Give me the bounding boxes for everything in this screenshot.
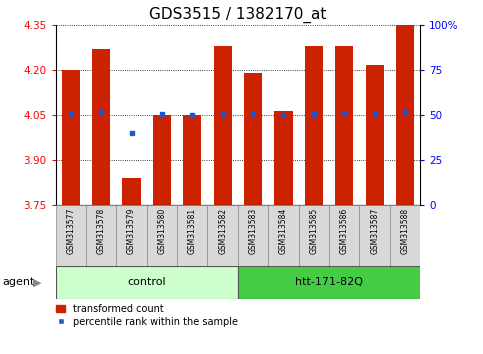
Bar [390,205,420,266]
Bar [153,115,171,205]
Text: GSM313588: GSM313588 [400,208,410,254]
Bar [244,73,262,205]
Bar [116,205,147,266]
Text: GSM313585: GSM313585 [309,208,318,254]
Text: GSM313579: GSM313579 [127,208,136,254]
Text: GSM313581: GSM313581 [188,208,197,254]
Bar [359,205,390,266]
Text: GSM313582: GSM313582 [218,208,227,254]
Bar [396,25,414,205]
Text: GSM313587: GSM313587 [370,208,379,254]
Text: GSM313578: GSM313578 [97,208,106,254]
Bar [268,205,298,266]
Bar [147,205,177,266]
Bar [298,205,329,266]
Bar [366,65,384,205]
Bar [122,178,141,205]
Bar [208,205,238,266]
Bar [62,70,80,205]
Bar [213,46,232,205]
Bar [86,205,116,266]
Text: GSM313583: GSM313583 [249,208,257,254]
Bar [335,46,354,205]
Text: ▶: ▶ [33,277,42,287]
Title: GDS3515 / 1382170_at: GDS3515 / 1382170_at [149,7,327,23]
Text: GSM313577: GSM313577 [66,208,75,254]
Text: agent: agent [2,277,35,287]
Legend: transformed count, percentile rank within the sample: transformed count, percentile rank withi… [56,304,238,327]
Bar [56,266,238,299]
Bar [92,49,110,205]
Bar [56,205,86,266]
Text: htt-171-82Q: htt-171-82Q [295,277,363,287]
Text: GSM313580: GSM313580 [157,208,167,254]
Text: control: control [128,277,166,287]
Bar [238,205,268,266]
Bar [183,115,201,205]
Bar [305,46,323,205]
Bar [329,205,359,266]
Text: GSM313584: GSM313584 [279,208,288,254]
Bar [274,110,293,205]
Bar [177,205,208,266]
Text: GSM313586: GSM313586 [340,208,349,254]
Bar [238,266,420,299]
